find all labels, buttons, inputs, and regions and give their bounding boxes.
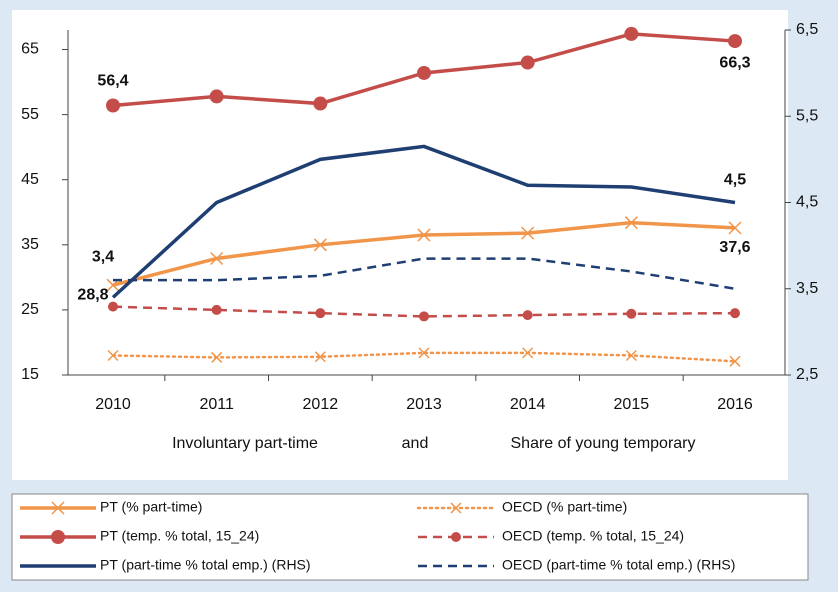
point (419, 311, 429, 322)
point (418, 347, 430, 359)
point (210, 251, 224, 266)
legend-marker (51, 530, 65, 544)
point (417, 228, 431, 242)
point (625, 349, 637, 362)
point (209, 89, 224, 104)
point (107, 349, 119, 362)
point (108, 301, 118, 312)
y2-tick-label: 4,5 (796, 194, 818, 211)
legend-marker (451, 532, 461, 542)
y-tick-label: 15 (21, 366, 39, 383)
point (624, 26, 639, 41)
legend-marker (51, 501, 65, 515)
point (313, 96, 328, 111)
x-tick-label: 2014 (510, 396, 546, 413)
annotation: Share of young temporary (511, 435, 696, 452)
annotation: and (402, 435, 429, 452)
point (315, 308, 326, 319)
value-label: 37,6 (719, 239, 750, 256)
value-label: 56,4 (97, 73, 128, 90)
x-tick-label: 2016 (717, 396, 753, 413)
value-label: 3,4 (92, 249, 114, 266)
value-label: 4,5 (724, 172, 746, 189)
point (106, 98, 120, 113)
value-label: 28,8 (77, 286, 108, 303)
y2-tick-label: 3,5 (796, 280, 818, 297)
y-tick-label: 45 (21, 171, 39, 188)
point (520, 55, 535, 70)
y2-tick-label: 5,5 (796, 107, 818, 124)
x-tick-label: 2012 (303, 396, 339, 413)
y-tick-label: 25 (21, 301, 39, 318)
plot-background (12, 10, 788, 480)
x-tick-label: 2013 (406, 396, 442, 413)
y-tick-label: 65 (21, 41, 39, 58)
x-tick-label: 2010 (95, 396, 131, 413)
y2-tick-label: 6,5 (796, 21, 818, 38)
point (626, 308, 637, 319)
point (211, 351, 223, 363)
legend-label: PT (part-time % total emp.) (RHS) (100, 557, 311, 573)
x-tick-label: 2011 (199, 396, 234, 413)
point (728, 221, 742, 235)
value-label: 66,3 (719, 54, 750, 71)
legend-label: OECD (part-time % total emp.) (RHS) (502, 557, 735, 573)
legend-label: OECD (% part-time) (502, 499, 627, 515)
point (730, 308, 740, 319)
point (522, 347, 534, 359)
point (728, 34, 742, 49)
y-tick-label: 35 (21, 236, 39, 253)
point (729, 355, 741, 367)
point (522, 310, 533, 321)
point (521, 226, 535, 240)
y2-tick-label: 2,5 (796, 366, 818, 383)
annotation: Involuntary part-time (172, 435, 318, 452)
legend-marker (450, 502, 462, 514)
point (417, 65, 431, 80)
x-tick-label: 2015 (614, 396, 650, 413)
point (211, 304, 222, 315)
legend-label: PT (% part-time) (100, 499, 202, 515)
point (624, 216, 638, 230)
legend-label: OECD (temp. % total, 15_24) (502, 528, 684, 544)
legend-label: PT (temp. % total, 15_24) (100, 528, 259, 544)
series-line (111, 144, 736, 299)
point (313, 238, 327, 252)
point (314, 351, 326, 363)
y-tick-label: 55 (21, 106, 39, 123)
legend-box (11, 493, 809, 581)
